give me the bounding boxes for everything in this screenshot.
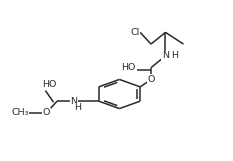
Text: HO: HO <box>42 80 56 89</box>
Text: N: N <box>162 51 169 60</box>
Text: N: N <box>70 97 77 106</box>
Text: H: H <box>171 51 178 60</box>
Text: H: H <box>74 104 81 113</box>
Text: CH₃: CH₃ <box>11 108 29 117</box>
Text: O: O <box>43 108 50 117</box>
Text: O: O <box>147 75 155 84</box>
Text: HO: HO <box>121 63 136 72</box>
Text: Cl: Cl <box>130 28 139 37</box>
